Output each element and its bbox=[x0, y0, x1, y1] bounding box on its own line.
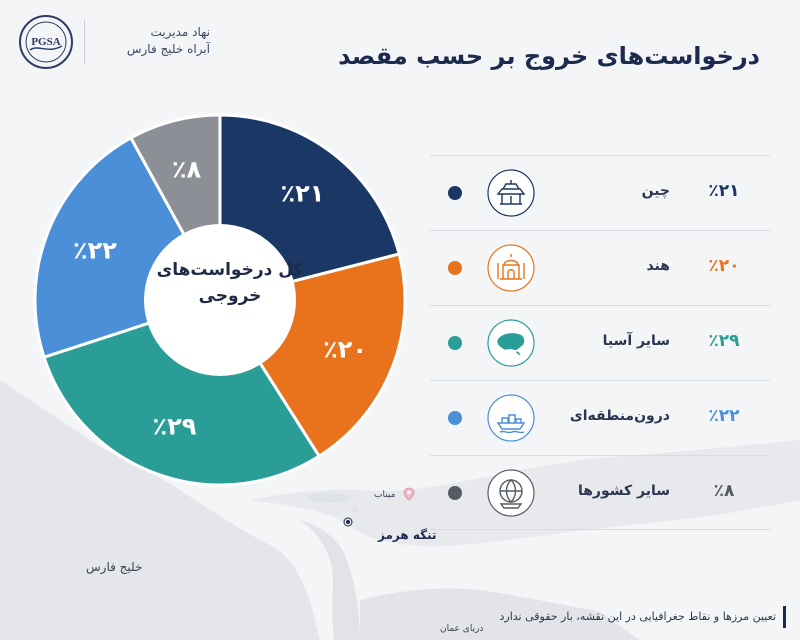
legend-row-4: ٪۸ سایر کشورها bbox=[430, 455, 770, 530]
island-qeshm bbox=[308, 493, 352, 503]
donut-slice-2 bbox=[42, 298, 322, 487]
legend-color-dot-3 bbox=[448, 411, 462, 425]
map-label-minab: میناب bbox=[374, 490, 396, 500]
temple-icon bbox=[487, 169, 535, 217]
legend-color-dot-4 bbox=[448, 486, 462, 500]
legend-percent-3: ٪۲۲ bbox=[708, 406, 740, 426]
legend-percent-1: ٪۲۰ bbox=[708, 256, 740, 276]
legend-row-1: ٪۲۰ هند bbox=[430, 230, 770, 305]
donut-slice-label-2: ٪۲۹ bbox=[152, 413, 196, 441]
legend-row-0: ٪۲۱ چین bbox=[430, 155, 770, 230]
header-divider bbox=[84, 20, 85, 64]
legend-label-4: سایر کشورها bbox=[577, 483, 670, 499]
legend-percent-4: ٪۸ bbox=[713, 481, 735, 501]
location-pin-icon bbox=[403, 487, 415, 501]
center-label-line2: خروجی bbox=[198, 286, 262, 306]
cargo-ship-icon bbox=[487, 394, 535, 442]
legend-label-0: چین bbox=[641, 183, 670, 199]
legend-row-2: ٪۲۹ سایر آسیا bbox=[430, 305, 770, 380]
donut-slice-label-3: ٪۲۲ bbox=[73, 236, 117, 264]
legend-color-dot-1 bbox=[448, 261, 462, 275]
legend-percent-0: ٪۲۱ bbox=[708, 181, 740, 201]
disclaimer-text: تعیین مرزها و نقاط جغرافیایی در این نقشه… bbox=[499, 610, 776, 623]
legend-percent-2: ٪۲۹ bbox=[708, 331, 740, 351]
legend-color-dot-0 bbox=[448, 186, 462, 200]
asia-map-icon bbox=[487, 319, 535, 367]
land-arabia bbox=[0, 380, 320, 640]
donut-slice-label-1: ٪۲۰ bbox=[323, 336, 367, 364]
legend-label-3: درون‌منطقه‌ای bbox=[569, 408, 670, 424]
legend: ٪۲۱ چین ٪۲۰ هند ٪۲۹ سایر آسیا ٪۲۲ درون‌منطقه‌ای… bbox=[430, 155, 770, 530]
donut-center-label: کل درخواست‌های خروجی bbox=[150, 257, 310, 309]
legend-color-dot-2 bbox=[448, 336, 462, 350]
globe-ship-icon bbox=[487, 469, 535, 517]
logo-text: PGSA bbox=[31, 36, 60, 48]
donut-chart: ٪۲۱ ٪۲۰ ٪۲۹ ٪۲۲ ٪۸ bbox=[33, 113, 407, 487]
legend-label-2: سایر آسیا bbox=[602, 333, 670, 349]
donut-hole bbox=[144, 224, 296, 376]
donut-labels: ٪۲۱ ٪۲۰ ٪۲۹ ٪۲۲ ٪۸ bbox=[73, 156, 367, 441]
disclaimer-accent bbox=[783, 606, 786, 628]
donut-slice-label-4: ٪۸ bbox=[172, 156, 202, 184]
org-name: نهاد مدیریت آبراه خلیج فارس bbox=[92, 24, 210, 58]
donut-slice-label-0: ٪۲۱ bbox=[280, 180, 324, 208]
legend-label-1: هند bbox=[646, 258, 670, 274]
hormuz-marker-icon bbox=[343, 517, 353, 527]
map-label-persian-gulf: خلیج فارس bbox=[86, 560, 143, 574]
land-oman bbox=[360, 588, 640, 640]
taj-mahal-icon bbox=[487, 244, 535, 292]
legend-row-3: ٪۲۲ درون‌منطقه‌ای bbox=[430, 380, 770, 455]
land-musandam bbox=[300, 520, 360, 640]
pgsa-logo: PGSA bbox=[19, 15, 73, 69]
org-name-line1: نهاد مدیریت bbox=[150, 25, 211, 39]
map-label-hormuz: تنگه هرمز bbox=[378, 528, 437, 542]
org-name-line2: آبراه خلیج فارس bbox=[126, 42, 210, 56]
page-title: درخواست‌های خروج بر حسب مقصد bbox=[338, 42, 760, 70]
map-label-oman-sea: دریای عمان bbox=[440, 624, 484, 634]
center-label-line1: کل درخواست‌های bbox=[156, 260, 304, 280]
